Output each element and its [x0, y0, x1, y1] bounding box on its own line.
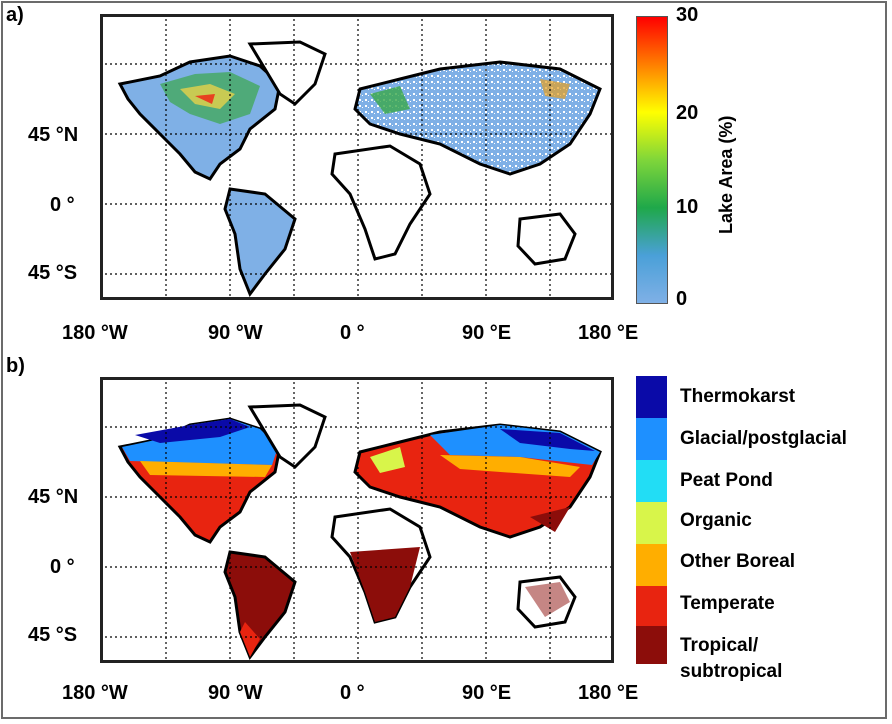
- panel-b-lon-tick-90e: 90 °E: [462, 682, 512, 704]
- colorbar-tick-0: 0: [676, 288, 688, 310]
- panel-a-lon-tick-180e: 180 °E: [578, 322, 639, 344]
- panel-a-lon-tick-0: 0 °: [340, 322, 365, 344]
- legend-label-thermokarst: Thermokarst: [680, 386, 796, 407]
- legend-label-peat-pond: Peat Pond: [680, 470, 773, 491]
- legend-swatch-temperate: [636, 586, 667, 626]
- legend-swatch-other-boreal: [636, 544, 667, 586]
- eurasia-land: [353, 60, 602, 176]
- panel-a-map: [100, 14, 614, 300]
- colorbar-tick-30: 30: [676, 4, 699, 26]
- legend-label-temperate: Temperate: [680, 593, 775, 614]
- colorbar-title: Lake Area (%): [716, 115, 736, 234]
- legend-swatch-organic: [636, 502, 667, 544]
- panel-b-lat-tick-0: 0 °: [50, 556, 75, 578]
- legend-label-other-boreal: Other Boreal: [680, 551, 796, 572]
- panel-a-lat-tick-45n: 45 °N: [28, 124, 79, 146]
- legend-swatch-glacial: [636, 418, 667, 460]
- greenland-land: [247, 403, 327, 469]
- legend-swatch-thermokarst: [636, 376, 667, 418]
- legend-swatch-tropical: [636, 626, 667, 664]
- lake-area-colorbar: [636, 16, 668, 304]
- panel-b-lat-tick-45s: 45 °S: [28, 624, 78, 646]
- colorbar-tick-10: 10: [676, 196, 699, 218]
- africa-land: [330, 144, 432, 261]
- panel-a-lat-tick-0: 0 °: [50, 194, 75, 216]
- panel-a-lat-tick-45s: 45 °S: [28, 262, 78, 284]
- legend-label-organic: Organic: [680, 510, 752, 531]
- south-america-land: [223, 187, 297, 298]
- australia-land: [516, 212, 577, 266]
- legend-label-glacial: Glacial/postglacial: [680, 428, 847, 449]
- legend-swatch-peat-pond: [636, 460, 667, 502]
- panel-b-lat-tick-45n: 45 °N: [28, 486, 79, 508]
- panel-b-lon-tick-180w: 180 °W: [62, 682, 128, 704]
- legend-label-subtropical: subtropical: [680, 661, 783, 682]
- panel-b-map: [100, 377, 614, 663]
- panel-a-label: a): [6, 4, 24, 26]
- panel-b-lon-tick-180e: 180 °E: [578, 682, 639, 704]
- panel-a-lon-tick-90w: 90 °W: [208, 322, 263, 344]
- panel-b-label: b): [6, 355, 25, 377]
- legend-label-tropical: Tropical/: [680, 635, 759, 656]
- panel-a-lon-tick-180w: 180 °W: [62, 322, 128, 344]
- colorbar-tick-20: 20: [676, 102, 699, 124]
- panel-b-lon-tick-0: 0 °: [340, 682, 365, 704]
- panel-b-lon-tick-90w: 90 °W: [208, 682, 263, 704]
- panel-a-lon-tick-90e: 90 °E: [462, 322, 512, 344]
- greenland-land: [247, 40, 327, 106]
